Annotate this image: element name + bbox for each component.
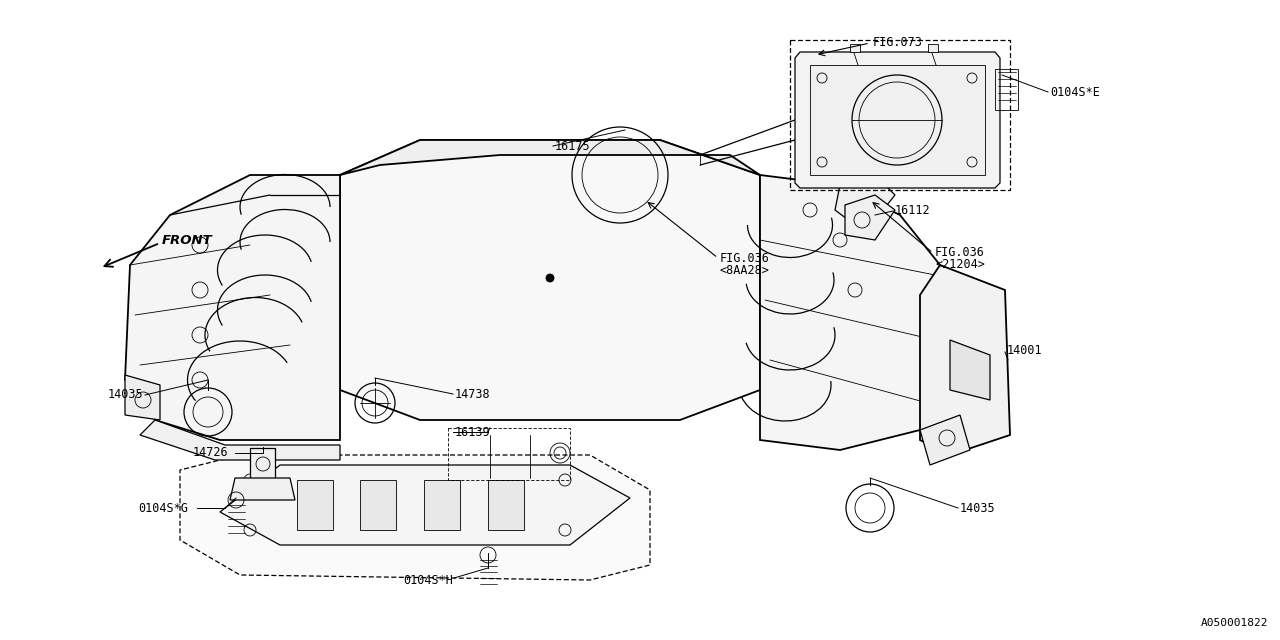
Polygon shape (140, 420, 340, 460)
Text: 0104S*E: 0104S*E (1050, 86, 1100, 99)
Text: A050001822: A050001822 (1201, 618, 1268, 628)
Polygon shape (180, 455, 650, 580)
Polygon shape (845, 195, 895, 240)
Text: 16112: 16112 (895, 205, 931, 218)
Text: <21204>: <21204> (934, 259, 984, 271)
Text: 16175: 16175 (556, 140, 590, 152)
Polygon shape (230, 478, 294, 500)
Polygon shape (928, 44, 938, 52)
Polygon shape (250, 448, 275, 480)
Text: FIG.036: FIG.036 (934, 246, 984, 259)
Text: 14035: 14035 (108, 388, 143, 401)
Text: 14738: 14738 (454, 387, 490, 401)
Polygon shape (424, 480, 460, 530)
Text: FIG.036: FIG.036 (719, 252, 769, 264)
Polygon shape (125, 175, 340, 440)
Polygon shape (340, 140, 760, 175)
Polygon shape (360, 480, 396, 530)
Polygon shape (850, 44, 860, 52)
Polygon shape (795, 52, 1000, 188)
Text: 16139: 16139 (454, 426, 490, 438)
Polygon shape (760, 175, 950, 450)
Polygon shape (810, 65, 986, 175)
Text: FRONT: FRONT (163, 234, 212, 248)
Polygon shape (488, 480, 524, 530)
Circle shape (547, 274, 554, 282)
Polygon shape (220, 465, 630, 545)
Text: <8AA28>: <8AA28> (719, 264, 769, 276)
Polygon shape (125, 375, 160, 420)
Text: 14001: 14001 (1007, 344, 1043, 356)
Text: 0104S*G: 0104S*G (138, 502, 188, 515)
Polygon shape (920, 415, 970, 465)
Text: 14035: 14035 (960, 502, 996, 515)
Text: FIG.073: FIG.073 (873, 35, 923, 49)
Text: 14726: 14726 (193, 447, 229, 460)
Polygon shape (340, 140, 760, 420)
Polygon shape (920, 265, 1010, 455)
Text: 0104S*H: 0104S*H (403, 573, 453, 586)
Polygon shape (835, 175, 895, 225)
Polygon shape (297, 480, 333, 530)
Polygon shape (950, 340, 989, 400)
